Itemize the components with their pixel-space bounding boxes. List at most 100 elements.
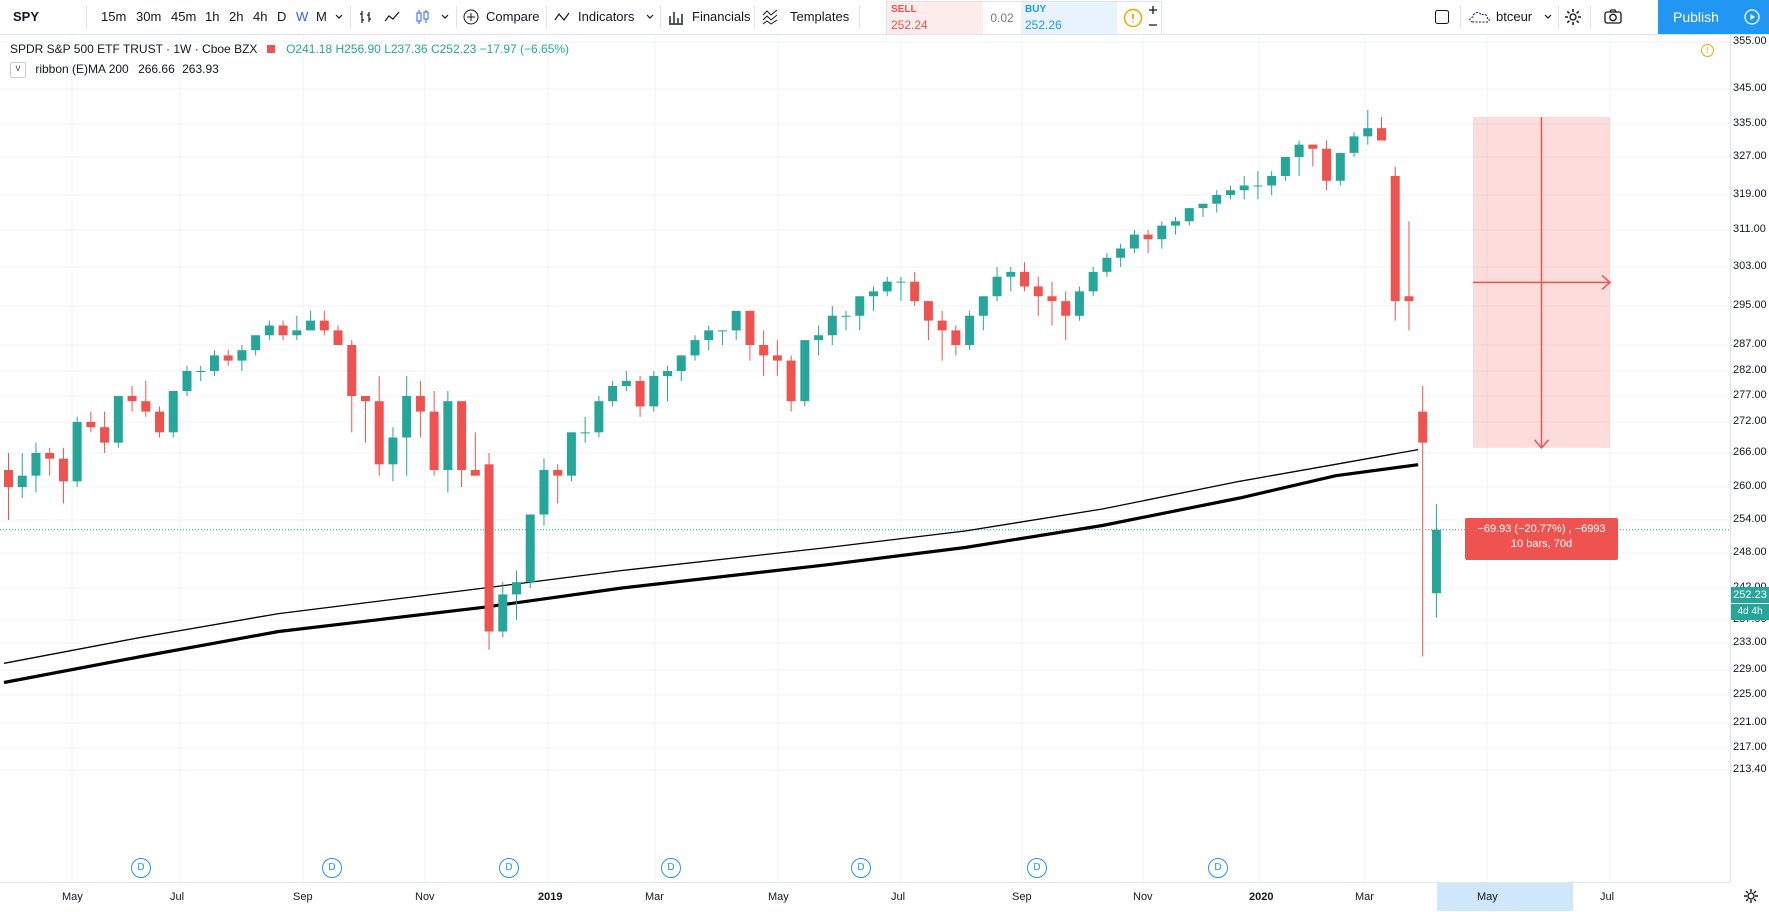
candle-body (443, 401, 453, 470)
chevron-down-icon[interactable] (1543, 9, 1553, 25)
candle-body (1363, 128, 1373, 137)
candle-body (855, 296, 865, 316)
measure-arrow-right (1601, 274, 1612, 290)
candle-body (113, 396, 123, 443)
gear-icon[interactable] (1564, 8, 1582, 26)
candle-body (1198, 203, 1208, 209)
dividend-marker[interactable]: D (131, 858, 151, 878)
candle-body (360, 396, 370, 402)
interval-d[interactable]: D (277, 9, 287, 24)
interval-m[interactable]: M (316, 9, 327, 24)
interval-2h[interactable]: 2h (229, 9, 244, 24)
candle-body (429, 411, 439, 470)
measure-change-text: −69.93 (−20.77%) , −6993 (1477, 523, 1606, 535)
plus-circle-icon[interactable] (463, 9, 479, 25)
price-tick-label: 217.00 (1733, 741, 1767, 753)
candle-body (402, 396, 412, 438)
dividend-marker[interactable]: D (661, 858, 681, 878)
quantity-stepper[interactable] (1147, 3, 1159, 33)
candle-body (621, 381, 631, 386)
symbol-search[interactable]: SPY (13, 9, 40, 24)
buy-button[interactable]: BUY 252.26 (1021, 2, 1117, 34)
measure-arrow-down (1533, 439, 1550, 449)
price-tick-label: 254.00 (1733, 513, 1767, 525)
candle-body (745, 310, 755, 345)
candle-body (882, 281, 892, 292)
publish-button[interactable]: Publish (1658, 0, 1769, 34)
price-tick-label: 295.00 (1733, 299, 1767, 311)
legend-open: O241.18 (286, 42, 333, 56)
candle-body (1157, 225, 1167, 240)
legend-title[interactable]: SPDR S&P 500 ETF TRUST · 1W · Cboe BZX (10, 42, 258, 56)
cloud-icon[interactable] (1468, 9, 1492, 25)
dividend-marker[interactable]: D (851, 858, 871, 878)
chevron-down-icon[interactable] (645, 9, 655, 25)
templates-button[interactable]: Templates (790, 9, 850, 24)
candle-body (1280, 157, 1290, 176)
price-tick-label: 311.00 (1733, 223, 1766, 235)
candle-body (676, 355, 686, 371)
candle-body (951, 330, 961, 345)
price-tick-label: 225.00 (1733, 688, 1767, 700)
time-tick-label: Nov (1133, 891, 1153, 903)
indicators-icon[interactable] (554, 9, 570, 25)
candle-body (17, 475, 27, 487)
bar-chart-type-icon[interactable] (358, 9, 374, 25)
candle-body (717, 330, 727, 332)
candle-body (772, 355, 782, 361)
candle-body (566, 432, 576, 476)
collapse-chevron-icon[interactable]: v (10, 62, 26, 78)
line-chart-icon[interactable] (384, 9, 400, 25)
gear-icon[interactable] (1741, 886, 1761, 906)
price-chart[interactable] (0, 35, 1730, 882)
candle-body (168, 391, 178, 433)
divider (350, 6, 351, 28)
time-tick-label: Sep (293, 891, 313, 903)
interval-4h[interactable]: 4h (253, 9, 268, 24)
interval-30m[interactable]: 30m (136, 9, 162, 24)
fullscreen-icon[interactable] (1434, 9, 1450, 25)
candle-body (827, 315, 837, 336)
time-tick-label: Mar (645, 891, 664, 903)
sell-price: 252.24 (891, 18, 928, 32)
info-icon[interactable] (1123, 8, 1143, 28)
divider (754, 6, 755, 28)
warning-icon[interactable]: ! (1701, 44, 1714, 57)
price-tick-label: 248.00 (1733, 546, 1767, 558)
financials-icon[interactable] (668, 9, 684, 25)
time-tick-label: Jul (1600, 891, 1615, 903)
candles-icon[interactable] (414, 9, 430, 25)
price-axis[interactable] (1730, 35, 1769, 882)
camera-icon[interactable] (1604, 8, 1622, 26)
interval-45m[interactable]: 45m (171, 9, 197, 24)
time-tick-label: Jul (170, 891, 185, 903)
dividend-marker[interactable]: D (322, 858, 342, 878)
account-name[interactable]: btceur (1496, 9, 1533, 24)
chevron-down-icon[interactable] (334, 9, 344, 25)
candle-body (525, 514, 535, 583)
candle-body (841, 315, 851, 317)
legend-change: −17.97 (−6.65%) (479, 42, 570, 56)
indicators-button[interactable]: Indicators (578, 9, 635, 24)
interval-1h[interactable]: 1h (205, 9, 220, 24)
candle-body (1322, 148, 1332, 181)
price-tick-label: 345.00 (1733, 82, 1767, 94)
chevron-down-icon[interactable] (440, 9, 450, 25)
measure-info-box[interactable]: −69.93 (−20.77%) , −6993 10 bars, 70d (1465, 518, 1618, 560)
divider (1558, 6, 1559, 28)
dividend-marker[interactable]: D (1027, 858, 1047, 878)
indicator-name[interactable]: ribbon (E)MA 200 (35, 62, 129, 77)
dividend-marker[interactable]: D (1208, 858, 1228, 878)
compare-button[interactable]: Compare (486, 9, 540, 24)
sell-button[interactable]: SELL 252.24 (887, 2, 983, 34)
candle-body (141, 401, 151, 412)
candle-body (663, 371, 673, 376)
candle-body (209, 355, 219, 371)
interval-15m[interactable]: 15m (101, 9, 127, 24)
templates-icon[interactable] (762, 9, 778, 25)
candle-body (1143, 234, 1153, 240)
dividend-marker[interactable]: D (499, 858, 519, 878)
financials-button[interactable]: Financials (692, 9, 751, 24)
interval-w[interactable]: W (296, 9, 309, 24)
moving-average-line (3, 448, 1419, 664)
